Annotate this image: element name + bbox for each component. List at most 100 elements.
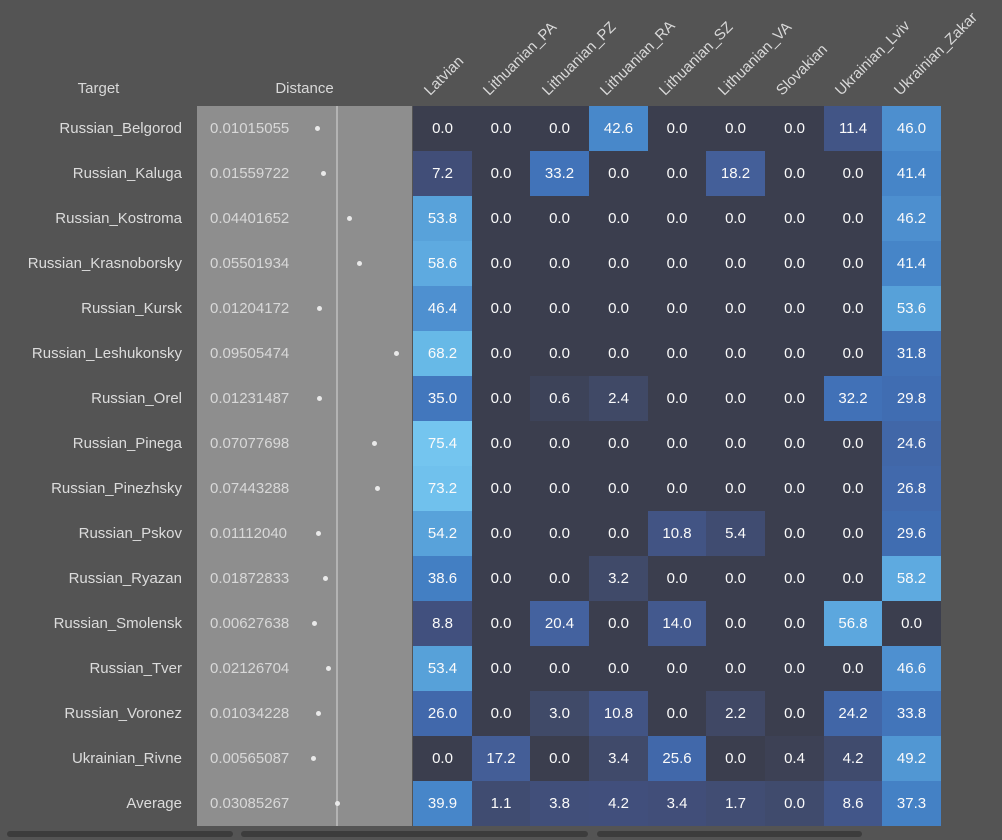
heatmap-cell: 29.6 bbox=[882, 511, 941, 556]
distance-value: 0.05501934 bbox=[210, 255, 290, 272]
heatmap-cell: 0.0 bbox=[530, 511, 589, 556]
heatmap-cell: 75.4 bbox=[413, 421, 472, 466]
heatmap-cell: 0.0 bbox=[824, 466, 882, 511]
heatmap-cell: 20.4 bbox=[530, 601, 589, 646]
heatmap-cell: 3.4 bbox=[648, 781, 706, 826]
heatmap-cell: 0.0 bbox=[472, 376, 530, 421]
heatmap-cell: 0.0 bbox=[472, 196, 530, 241]
heatmap-cell: 0.0 bbox=[530, 331, 589, 376]
distance-value: 0.00565087 bbox=[210, 750, 290, 767]
distance-dot bbox=[375, 486, 381, 491]
heatmap-cell: 26.0 bbox=[413, 691, 472, 736]
row-label: Russian_Orel bbox=[91, 390, 182, 407]
heatmap-cell: 0.0 bbox=[765, 421, 824, 466]
heatmap-cell: 41.4 bbox=[882, 151, 941, 196]
heatmap-cell: 0.0 bbox=[765, 601, 824, 646]
heatmap-cell: 46.4 bbox=[413, 286, 472, 331]
heatmap-cell: 0.0 bbox=[648, 196, 706, 241]
heatmap-cell: 0.0 bbox=[648, 106, 706, 151]
heatmap-cell: 2.2 bbox=[706, 691, 765, 736]
heatmap-cell: 31.8 bbox=[882, 331, 941, 376]
row-label: Russian_Leshukonsky bbox=[31, 345, 182, 362]
distance-dot bbox=[316, 531, 322, 536]
heatmap-cell: 0.0 bbox=[706, 466, 765, 511]
distance-dot bbox=[311, 756, 317, 761]
heatmap-cell: 14.0 bbox=[648, 601, 706, 646]
heatmap-cell: 0.0 bbox=[472, 241, 530, 286]
heatmap-cell: 0.0 bbox=[413, 736, 472, 781]
distance-dot bbox=[371, 441, 377, 446]
heatmap-cell: 0.0 bbox=[706, 376, 765, 421]
heatmap-cell: 53.8 bbox=[413, 196, 472, 241]
row-label: Russian_Pskov bbox=[78, 525, 182, 542]
distance-value: 0.01231487 bbox=[210, 390, 290, 407]
row-label: Russian_Belgorod bbox=[59, 120, 182, 137]
heatmap-cell: 53.6 bbox=[882, 286, 941, 331]
heatmap-cell: 0.0 bbox=[530, 466, 589, 511]
heatmap-cell: 0.0 bbox=[472, 421, 530, 466]
heatmap-cell: 0.0 bbox=[472, 556, 530, 601]
row-label: Russian_Voronez bbox=[64, 705, 182, 722]
heatmap-cell: 0.0 bbox=[765, 781, 824, 826]
distance-dot bbox=[315, 126, 321, 131]
distance-mean-line bbox=[336, 106, 339, 826]
heatmap-cell: 0.0 bbox=[530, 421, 589, 466]
heatmap-cell: 0.0 bbox=[530, 556, 589, 601]
heatmap-cell: 4.2 bbox=[589, 781, 648, 826]
horizontal-scrollbar-segment[interactable] bbox=[597, 831, 862, 837]
heatmap-cell: 0.0 bbox=[648, 241, 706, 286]
heatmap-cell: 0.0 bbox=[589, 331, 648, 376]
distance-value: 0.01872833 bbox=[210, 570, 290, 587]
heatmap-cell: 0.0 bbox=[589, 601, 648, 646]
distance-value: 0.03085267 bbox=[210, 795, 290, 812]
distance-dot bbox=[317, 396, 323, 401]
heatmap-cell: 58.2 bbox=[882, 556, 941, 601]
heatmap-cell: 0.0 bbox=[472, 691, 530, 736]
distance-value: 0.01034228 bbox=[210, 705, 290, 722]
heatmap-cell: 37.3 bbox=[882, 781, 941, 826]
heatmap-cell: 26.8 bbox=[882, 466, 941, 511]
heatmap-cell: 0.0 bbox=[706, 331, 765, 376]
heatmap-cell: 29.8 bbox=[882, 376, 941, 421]
heatmap-cell: 3.4 bbox=[589, 736, 648, 781]
heatmap-cell: 4.2 bbox=[824, 736, 882, 781]
row-label: Russian_Smolensk bbox=[53, 615, 182, 632]
row-label: Ukrainian_Rivne bbox=[71, 750, 182, 767]
distance-value: 0.07443288 bbox=[210, 480, 290, 497]
heatmap-cell: 0.0 bbox=[824, 331, 882, 376]
heatmap-cell: 8.6 bbox=[824, 781, 882, 826]
heatmap-cell: 0.0 bbox=[765, 646, 824, 691]
distance-dot bbox=[311, 621, 317, 626]
row-label: Russian_Pinega bbox=[72, 435, 182, 452]
distance-dot bbox=[325, 666, 331, 671]
heatmap-cell: 0.0 bbox=[765, 556, 824, 601]
distance-value: 0.02126704 bbox=[210, 660, 290, 677]
heatmap-cell: 32.2 bbox=[824, 376, 882, 421]
heatmap-cell: 0.0 bbox=[530, 196, 589, 241]
target-column-header: Target bbox=[77, 80, 120, 97]
distance-dot bbox=[315, 711, 321, 716]
heatmap-cell: 0.0 bbox=[648, 421, 706, 466]
heatmap-cell: 0.0 bbox=[589, 646, 648, 691]
heatmap-cell: 0.0 bbox=[589, 466, 648, 511]
heatmap-cell: 0.0 bbox=[648, 466, 706, 511]
distance-dotplot-band bbox=[197, 106, 412, 826]
heatmap-cell: 0.0 bbox=[472, 601, 530, 646]
distance-value: 0.07077698 bbox=[210, 435, 290, 452]
distance-value: 0.01112040 bbox=[210, 525, 288, 542]
heatmap-cell: 0.0 bbox=[765, 151, 824, 196]
heatmap-cell: 0.0 bbox=[765, 691, 824, 736]
horizontal-scrollbar-segment[interactable] bbox=[7, 831, 233, 837]
row-label: Russian_Tver bbox=[89, 660, 182, 677]
horizontal-scrollbar-segment[interactable] bbox=[241, 831, 588, 837]
distance-value: 0.01559722 bbox=[210, 165, 290, 182]
heatmap-cell: 0.0 bbox=[472, 151, 530, 196]
distance-dot bbox=[320, 171, 326, 176]
distance-dot bbox=[323, 576, 329, 581]
heatmap-cell: 7.2 bbox=[413, 151, 472, 196]
heatmap-cell: 42.6 bbox=[589, 106, 648, 151]
heatmap-cell: 10.8 bbox=[648, 511, 706, 556]
heatmap-cell: 38.6 bbox=[413, 556, 472, 601]
heatmap-cell: 0.0 bbox=[765, 196, 824, 241]
